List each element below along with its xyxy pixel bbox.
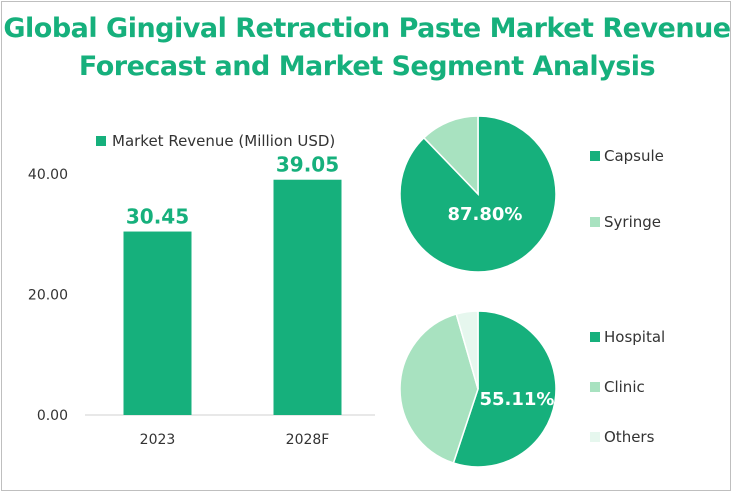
product-pie-legend-swatch [590,217,600,227]
product-pie-legend-label: Capsule [604,147,664,165]
chart-title: Global Gingival Retraction Paste Market … [0,10,734,86]
application-pie-legend-label: Hospital [604,328,665,346]
bar-legend-label: Market Revenue (Million USD) [112,132,335,150]
bar-value-label: 30.45 [126,205,189,229]
application-pie-legend-label: Others [604,428,655,446]
application-pie-slice [455,310,479,390]
bar [273,179,342,415]
y-tick-label: 0.00 [37,408,68,424]
application-pie-legend-label: Clinic [604,378,645,396]
chart-title-line-2: Forecast and Market Segment Analysis [78,51,656,82]
bar-legend-swatch [96,136,106,146]
application-pie-value-label: 55.11% [480,389,555,410]
application-pie-legend-swatch [590,382,600,392]
application-pie-slice [399,313,479,464]
application-pie-slice [452,310,557,468]
bar [123,231,192,415]
x-tick-label: 2028F [286,432,330,448]
y-tick-label: 20.00 [28,288,68,304]
product-pie-slice [422,115,479,196]
application-pie-legend-swatch [590,432,600,442]
x-tick-label: 2023 [140,432,176,448]
bar-value-label: 39.05 [276,153,339,177]
y-tick-label: 40.00 [28,167,68,183]
application-pie-legend-swatch [590,332,600,342]
chart-title-line-1: Global Gingival Retraction Paste Market … [3,13,731,44]
product-pie-value-label: 87.80% [448,204,523,225]
product-pie-legend-label: Syringe [604,213,661,231]
product-pie-legend-swatch [590,151,600,161]
